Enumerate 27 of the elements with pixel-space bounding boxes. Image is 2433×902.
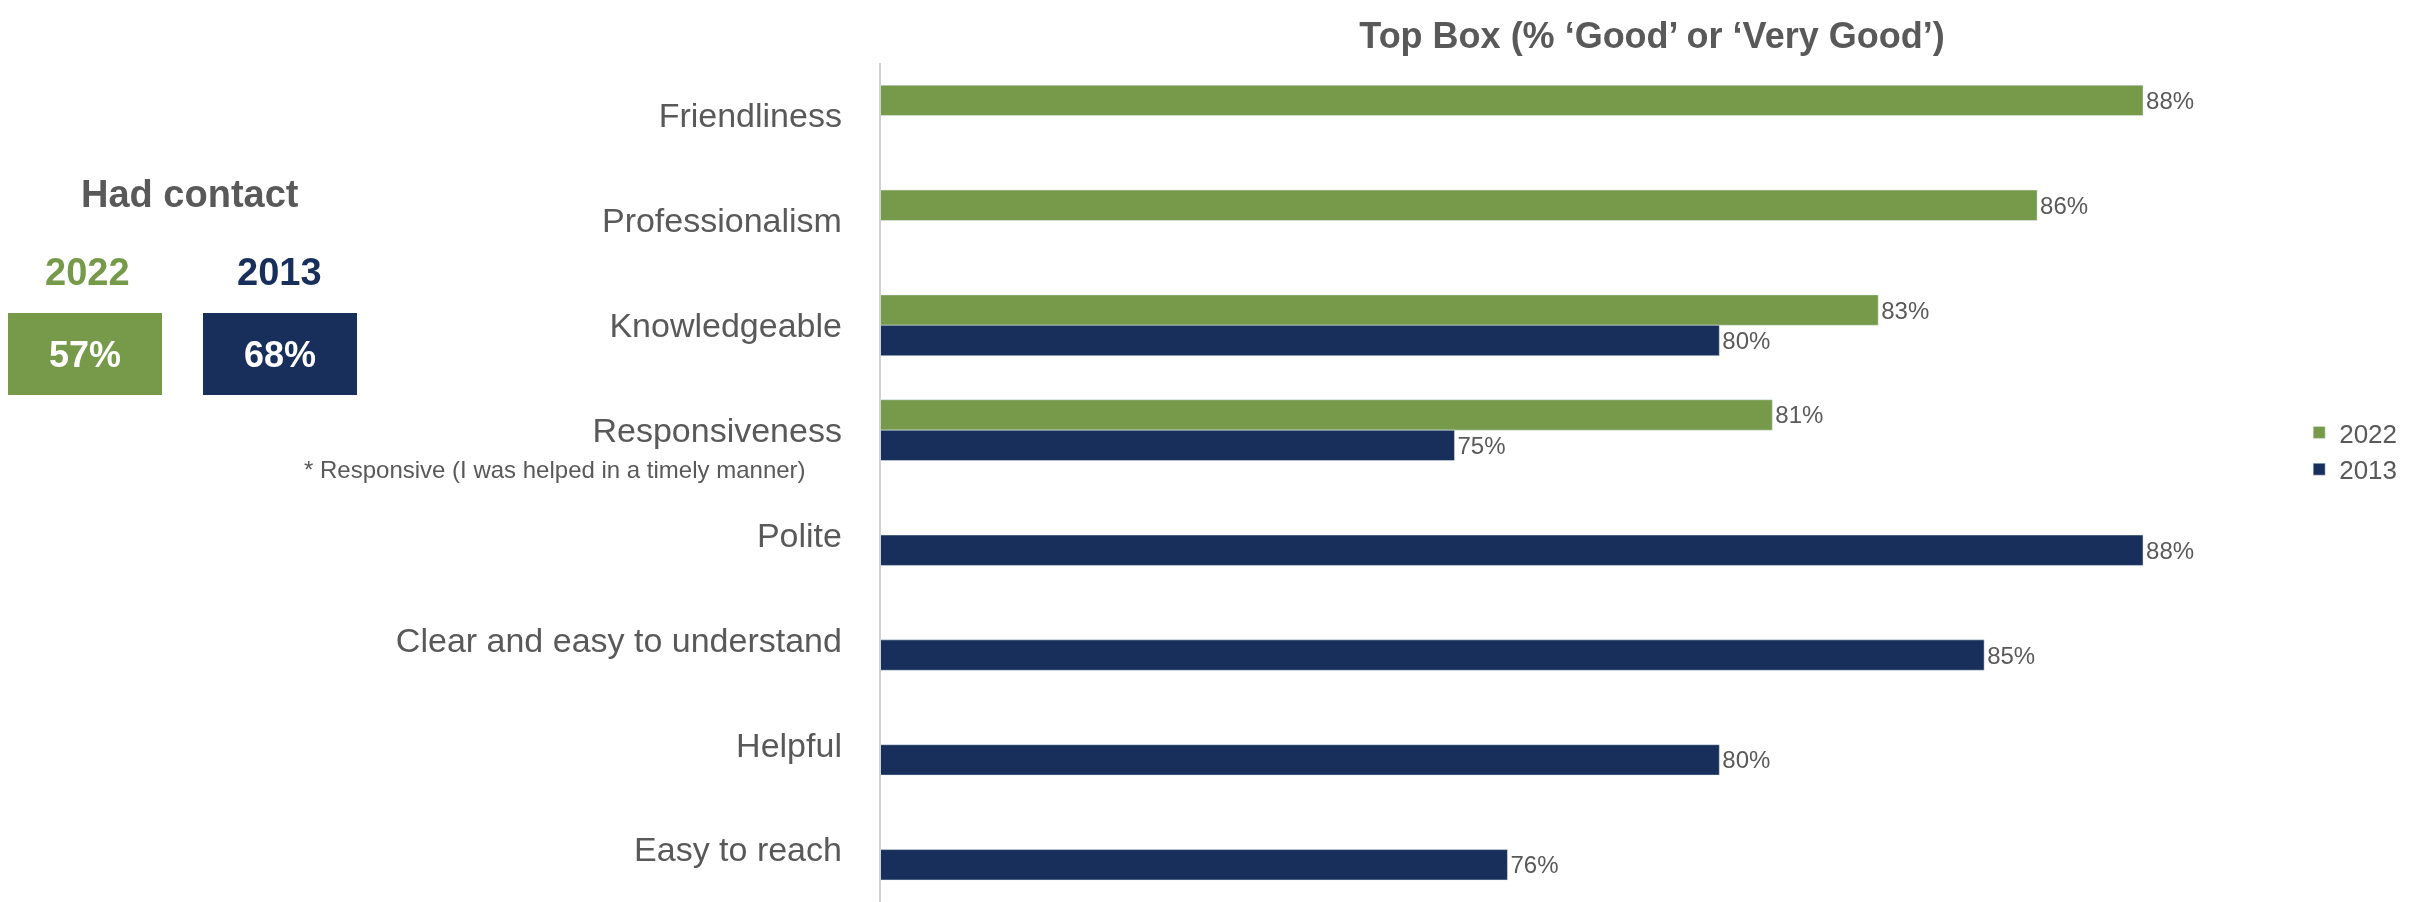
- annotation: 68%: [243, 333, 317, 375]
- y-tick-label: Professionalism: [601, 201, 842, 240]
- y-tick-label: Helpful: [736, 725, 842, 764]
- y-tick-label: Easy to reach: [634, 830, 842, 869]
- annotation: * Responsive (I was helped in a timely manner): [304, 456, 806, 483]
- annotation: 57%: [48, 333, 122, 375]
- legend-label: 2022: [2339, 418, 2398, 449]
- data-label: 80%: [1722, 326, 1771, 354]
- data-label: 86%: [2040, 191, 2089, 219]
- data-label: 75%: [1457, 431, 1506, 459]
- chart-title: Top Box (% ‘Good’ or ‘Very Good’): [1359, 14, 1945, 56]
- y-tick-label: Friendliness: [658, 96, 842, 135]
- annotation: 2013: [237, 251, 322, 293]
- data-label: 83%: [1881, 296, 1930, 324]
- data-label: 88%: [2146, 86, 2195, 114]
- data-label: 81%: [1775, 401, 1824, 429]
- y-tick-label: Knowledgeable: [609, 306, 842, 345]
- data-label: 88%: [2146, 536, 2195, 564]
- annotation: Had contact: [81, 173, 299, 215]
- legend-label: 2013: [2339, 455, 2398, 486]
- annotation: 2022: [45, 251, 130, 293]
- data-label: 85%: [1987, 641, 2036, 669]
- y-tick-label: Responsiveness: [592, 411, 842, 450]
- data-label: 80%: [1722, 746, 1771, 774]
- data-label: 76%: [1510, 851, 1559, 879]
- y-tick-label: Polite: [756, 515, 842, 554]
- y-tick-label: Clear and easy to understand: [395, 620, 842, 659]
